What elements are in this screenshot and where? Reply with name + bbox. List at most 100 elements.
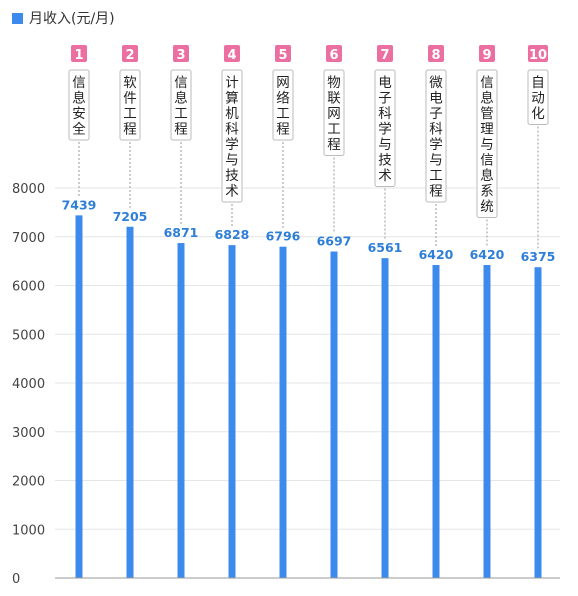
y-tick-label: 2000: [12, 475, 45, 490]
category-label-char: 与: [480, 137, 494, 153]
category-label-char: 程: [327, 137, 341, 153]
category-label-char: 信: [480, 75, 494, 91]
value-label: 6828: [215, 227, 250, 242]
category-label-char: 工: [327, 122, 341, 138]
y-tick-label: 5000: [12, 328, 45, 343]
rank-number: 2: [125, 48, 134, 63]
category-label-char: 电: [378, 75, 392, 91]
category-label-char: 网: [276, 75, 290, 91]
category-label-char: 工: [123, 106, 137, 122]
category-label-box: [425, 69, 447, 203]
category-label-char: 学: [225, 137, 239, 153]
category-label-char: 学: [429, 137, 443, 153]
category-label-char: 动: [531, 91, 545, 107]
category-label-char: 安: [72, 106, 86, 122]
rank-badge: [528, 45, 548, 62]
y-tick-label: 0: [12, 572, 20, 587]
category-label-char: 电: [429, 91, 443, 107]
category-label-char: 微: [429, 75, 443, 91]
y-tick-label: 8000: [12, 182, 45, 197]
bar: [177, 243, 185, 578]
bar: [228, 245, 236, 578]
value-label: 6697: [317, 234, 352, 249]
category-label-char: 联: [327, 91, 341, 107]
bar: [432, 265, 440, 578]
y-tick-label: 7000: [12, 231, 45, 246]
category-label-char: 程: [123, 122, 137, 138]
category-label-char: 机: [225, 106, 239, 122]
category-label-box: [476, 69, 498, 218]
category-label-box: [119, 69, 141, 141]
rank-number: 1: [74, 48, 83, 63]
category-label-char: 算: [225, 91, 239, 107]
category-label-char: 子: [378, 91, 392, 107]
rank-number: 7: [380, 48, 389, 63]
value-label: 6796: [266, 229, 301, 244]
category-label-char: 与: [378, 137, 392, 153]
value-label: 6420: [419, 247, 454, 262]
category-label-char: 工: [276, 106, 290, 122]
rank-badge: [428, 45, 444, 62]
rank-badge: [173, 45, 189, 62]
rank-badge: [479, 45, 495, 62]
category-label-char: 子: [429, 106, 443, 122]
category-label-box: [170, 69, 192, 141]
value-label: 6420: [470, 247, 505, 262]
category-label-char: 信: [72, 75, 86, 91]
rank-badge: [326, 45, 342, 62]
category-label-char: 络: [276, 91, 290, 107]
category-label-char: 程: [276, 122, 290, 138]
rank-badge: [122, 45, 138, 62]
category-label-char: 全: [72, 121, 86, 138]
category-label-char: 统: [480, 199, 494, 215]
y-tick-label: 3000: [12, 426, 45, 441]
category-label-box: [68, 69, 90, 141]
rank-number: 5: [278, 48, 287, 63]
value-label: 6375: [521, 249, 556, 264]
rank-number: 10: [529, 48, 547, 63]
category-label-char: 理: [480, 122, 494, 138]
value-label: 7439: [62, 197, 97, 212]
rank-number: 6: [329, 48, 338, 63]
category-label-box: [221, 69, 243, 203]
bar: [75, 215, 83, 578]
bar: [126, 226, 134, 578]
category-label-box: [272, 69, 294, 141]
category-label-char: 息: [174, 90, 188, 107]
category-label-char: 信: [480, 153, 494, 169]
bar: [381, 258, 389, 578]
rank-number: 3: [176, 48, 185, 63]
category-label-char: 化: [531, 106, 545, 122]
bar: [330, 251, 338, 579]
legend: 月收入(元/月): [12, 8, 115, 28]
category-label-char: 软: [123, 75, 137, 91]
category-label-char: 工: [174, 106, 188, 122]
value-label: 6871: [164, 225, 199, 240]
category-label-char: 术: [225, 184, 239, 200]
category-label-char: 技: [225, 168, 239, 184]
y-tick-label: 6000: [12, 280, 45, 295]
category-label-char: 程: [174, 122, 188, 138]
category-label-char: 件: [123, 91, 137, 107]
category-label-char: 与: [429, 153, 443, 169]
category-label-char: 息: [480, 90, 494, 107]
category-label-box: [323, 69, 345, 156]
value-label: 6561: [368, 240, 403, 255]
category-label-char: 计: [225, 75, 239, 91]
rank-number: 4: [227, 48, 236, 63]
category-label-char: 术: [378, 168, 392, 184]
category-label-char: 自: [531, 75, 545, 91]
category-label-char: 息: [480, 167, 494, 184]
category-label-char: 系: [480, 184, 494, 200]
category-label-char: 学: [378, 122, 392, 138]
bar: [534, 267, 542, 578]
category-label-box: [374, 69, 396, 187]
value-label: 7205: [113, 209, 148, 224]
category-label-char: 信: [174, 75, 188, 91]
category-label-char: 物: [327, 75, 341, 91]
category-label-char: 技: [378, 153, 392, 169]
rank-badge: [275, 45, 291, 62]
bar: [279, 246, 287, 578]
bar: [483, 265, 491, 578]
